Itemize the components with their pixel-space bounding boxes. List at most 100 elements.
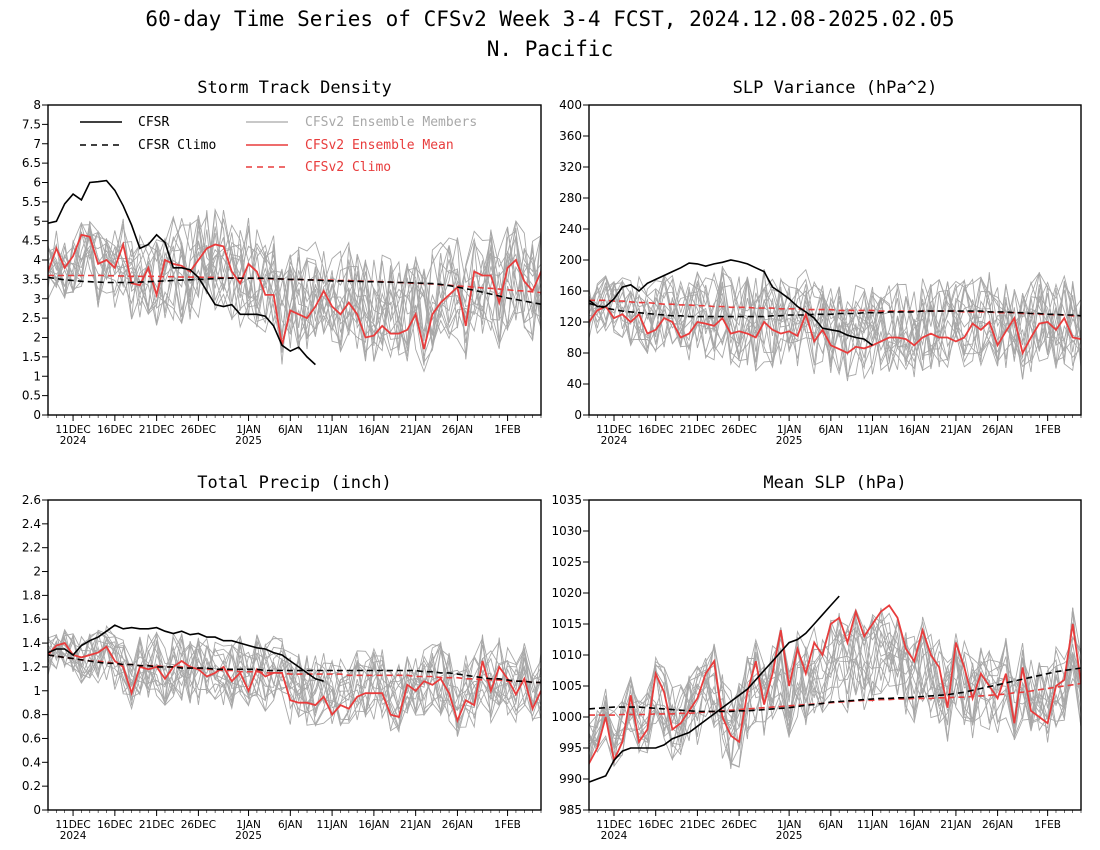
panel-storm-track-density: Storm Track Density 0 0.5 1 1.5 2 2.5 3 3.5 4 4.5 5… — [22, 78, 542, 447]
series-cfsr-climo — [589, 302, 1081, 318]
y-tick-label: 1 — [33, 369, 41, 383]
y-tick-label: 0 — [574, 408, 582, 422]
x-tick-label: 1JAN — [236, 424, 261, 436]
y-tick-label: 8 — [33, 98, 41, 112]
x-tick-label: 1FEB — [494, 424, 521, 436]
ensemble-members — [589, 265, 1081, 382]
x-tick-label: 11JAN — [316, 424, 347, 436]
x-tick-label: 26DEC — [181, 424, 216, 436]
series-cfsr-climo — [48, 654, 541, 684]
plot-area — [589, 595, 1081, 783]
legend-members-label: CFSv2 Ensemble Members — [305, 115, 477, 130]
y-tick-label: 0.8 — [22, 708, 41, 722]
y-tick-label: 6.5 — [22, 156, 41, 170]
series-cfsv2-ensemble-mean — [589, 604, 1081, 764]
series-cfsr-climo — [48, 276, 541, 305]
ensemble-member-line — [48, 628, 541, 731]
legend: CFSR CFSR Climo CFSv2 Ensemble Members C… — [80, 115, 477, 175]
x-tick-year: 2025 — [776, 830, 803, 842]
ensemble-member-line — [589, 272, 1081, 371]
y-tick-label: 40 — [567, 377, 582, 391]
ensemble-member-line — [589, 618, 1081, 750]
x-tick-year: 2025 — [776, 435, 803, 447]
x-tick-label: 11JAN — [316, 819, 347, 831]
series-cfsv2-ensemble-mean — [589, 305, 1081, 356]
y-tick-label: 2.2 — [22, 541, 41, 555]
y-tick-label: 1.5 — [22, 350, 41, 364]
ensemble-member-line — [48, 633, 541, 725]
x-tick-label: 11DEC — [596, 819, 631, 831]
x-tick-label: 1JAN — [777, 424, 802, 436]
panel-title: SLP Variance (hPa^2) — [733, 78, 938, 98]
y-tick-label: 2.4 — [22, 517, 41, 531]
y-tick-label: 5 — [33, 214, 41, 228]
y-tick-label: 4 — [33, 253, 41, 267]
x-tick-label: 21DEC — [680, 819, 715, 831]
x-tick-label: 21JAN — [940, 819, 971, 831]
y-tick-label: 280 — [559, 191, 582, 205]
x-tick-label: 21JAN — [400, 424, 431, 436]
y-tick-label: 7.5 — [22, 117, 41, 131]
y-tick-label: 200 — [559, 253, 582, 267]
panel-total-precip: Total Precip (inch) 0 0.2 0.4 0.6 0.8 1 1.2 1.4 1… — [22, 473, 542, 842]
x-tick-label: 26DEC — [181, 819, 216, 831]
y-tick-label: 0.6 — [22, 731, 41, 745]
ensemble-members — [48, 208, 541, 373]
ensemble-member-line — [589, 271, 1081, 372]
y-tick-label: 5.5 — [22, 195, 41, 209]
series-cfsr — [48, 624, 324, 682]
plot-frame — [588, 499, 1082, 811]
ensemble-member-line — [48, 219, 541, 346]
ensemble-member-line — [48, 635, 541, 737]
x-tick-label: 16DEC — [638, 424, 673, 436]
y-tick-label: 320 — [559, 160, 582, 174]
x-tick-label: 21DEC — [139, 424, 174, 436]
y-tick-label: 2 — [33, 331, 41, 345]
x-tick-year: 2025 — [235, 435, 262, 447]
x-tick-label: 11JAN — [857, 819, 888, 831]
ensemble-member-line — [589, 269, 1081, 370]
ensemble-member-line — [48, 633, 541, 729]
panel-mean-slp: Mean SLP (hPa) 985 990 995 1000 1005 1010 1015 1… — [551, 473, 1082, 842]
ensemble-member-line — [589, 271, 1081, 368]
figure-region: N. Pacific — [487, 37, 613, 61]
plot-area — [48, 624, 541, 737]
ensemble-member-line — [589, 618, 1081, 767]
y-tick-label: 1010 — [551, 648, 582, 662]
y-tick-label: 1000 — [551, 710, 582, 724]
x-tick-label: 21JAN — [400, 819, 431, 831]
x-tick-label: 16DEC — [97, 424, 132, 436]
y-tick-label: 1.8 — [22, 588, 41, 602]
x-tick-label: 26JAN — [442, 819, 473, 831]
x-tick-label: 21DEC — [139, 819, 174, 831]
ensemble-member-line — [589, 618, 1081, 768]
ensemble-member-line — [48, 629, 541, 725]
x-tick-label: 1FEB — [1034, 819, 1061, 831]
ensemble-member-line — [589, 271, 1081, 366]
plot-area — [589, 259, 1081, 382]
y-tick-label: 1.6 — [22, 612, 41, 626]
plot-frame — [47, 499, 542, 811]
figure-title: 60-day Time Series of CFSv2 Week 3-4 FCS… — [145, 7, 954, 31]
y-tick-label: 0.4 — [22, 755, 41, 769]
y-tick-label: 3 — [33, 292, 41, 306]
x-tick-label: 6JAN — [278, 424, 303, 436]
ensemble-members — [589, 607, 1081, 769]
y-tick-label: 160 — [559, 284, 582, 298]
x-tick-label: 1JAN — [236, 819, 261, 831]
x-tick-label: 11DEC — [55, 819, 90, 831]
y-tick-label: 1 — [33, 684, 41, 698]
ensemble-member-line — [589, 608, 1081, 763]
x-tick-label: 1FEB — [1034, 424, 1061, 436]
y-tick-label: 0 — [33, 408, 41, 422]
y-tick-label: 400 — [559, 98, 582, 112]
y-tick-label: 0.5 — [22, 389, 41, 403]
ensemble-members — [48, 625, 541, 737]
panel-title: Total Precip (inch) — [197, 473, 391, 493]
series-cfsr — [589, 259, 873, 346]
y-tick-label: 3.5 — [22, 272, 41, 286]
panel-title: Mean SLP (hPa) — [763, 473, 906, 493]
y-tick-label: 995 — [559, 741, 582, 755]
legend-ens-mean-label: CFSv2 Ensemble Mean — [305, 138, 454, 153]
